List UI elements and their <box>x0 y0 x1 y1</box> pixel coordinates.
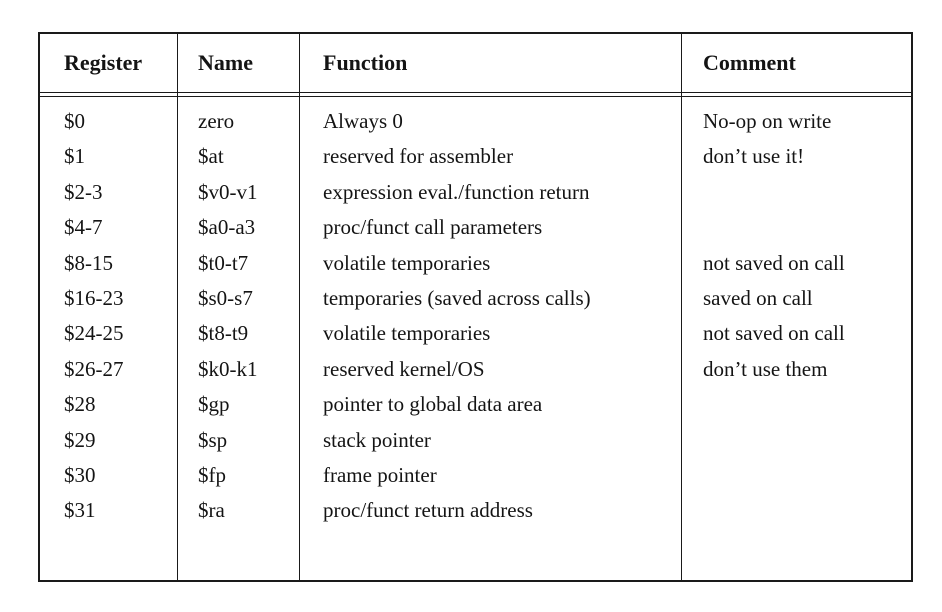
comment-cell: saved on call <box>703 285 813 310</box>
table-row: $1 $at reserved for assembler don’t use … <box>40 139 911 174</box>
comment-cell: not saved on call <box>703 321 845 346</box>
name-cell: $t8-t9 <box>198 321 249 346</box>
function-cell: proc/funct return address <box>323 498 533 523</box>
register-cell: $28 <box>64 392 96 417</box>
column-divider-1 <box>177 34 178 580</box>
register-cell: $24-25 <box>64 321 124 346</box>
register-cell: $26-27 <box>64 356 124 381</box>
table-row: $31 $ra proc/funct return address <box>40 493 911 528</box>
table-row: $30 $fp frame pointer <box>40 458 911 493</box>
header-rule-bottom <box>40 96 911 97</box>
register-cell: $8-15 <box>64 250 113 275</box>
table-row: $0 zero Always 0 No-op on write <box>40 104 911 139</box>
table-row: $16-23 $s0-s7 temporaries (saved across … <box>40 281 911 316</box>
header-rule-top <box>40 92 911 93</box>
name-cell: $gp <box>198 392 230 417</box>
register-cell: $2-3 <box>64 179 103 204</box>
header-function: Function <box>323 50 408 75</box>
register-cell: $1 <box>64 144 85 169</box>
name-cell: $s0-s7 <box>198 285 253 310</box>
name-cell: $sp <box>198 427 228 452</box>
comment-cell: don’t use them <box>703 356 828 381</box>
comment-cell: not saved on call <box>703 250 845 275</box>
name-cell: zero <box>198 109 235 133</box>
register-cell: $4-7 <box>64 215 103 240</box>
register-cell: $0 <box>64 109 85 133</box>
function-cell: Always 0 <box>323 109 403 133</box>
comment-cell: don’t use it! <box>703 144 805 169</box>
function-cell: stack pointer <box>323 427 431 452</box>
name-cell: $ra <box>198 498 225 523</box>
table-row: $28 $gp pointer to global data area <box>40 387 911 422</box>
function-cell: volatile temporaries <box>323 250 491 275</box>
function-cell: pointer to global data area <box>323 392 543 417</box>
table-row: $4-7 $a0-a3 proc/funct call parameters <box>40 210 911 245</box>
function-cell: temporaries (saved across calls) <box>323 285 591 310</box>
register-table: Register Name Function Comment $0 zero A… <box>38 32 913 582</box>
table-header-row: Register Name Function Comment <box>40 34 911 92</box>
column-divider-2 <box>299 34 300 580</box>
name-cell: $fp <box>198 462 226 487</box>
table-body: $0 zero Always 0 No-op on write $1 $at r… <box>40 104 911 529</box>
function-cell: volatile temporaries <box>323 321 491 346</box>
header-comment: Comment <box>703 50 796 75</box>
name-cell: $t0-t7 <box>198 250 249 275</box>
table-row: $8-15 $t0-t7 volatile temporaries not sa… <box>40 246 911 281</box>
comment-cell: No-op on write <box>703 109 832 133</box>
register-cell: $31 <box>64 498 96 523</box>
register-cell: $30 <box>64 462 96 487</box>
header-register: Register <box>64 50 143 75</box>
table-row: $2-3 $v0-v1 expression eval./function re… <box>40 175 911 210</box>
table-row: $29 $sp stack pointer <box>40 423 911 458</box>
function-cell: reserved for assembler <box>323 144 514 169</box>
name-cell: $a0-a3 <box>198 215 256 240</box>
function-cell: expression eval./function return <box>323 179 590 204</box>
function-cell: proc/funct call parameters <box>323 215 543 240</box>
function-cell: reserved kernel/OS <box>323 356 485 381</box>
function-cell: frame pointer <box>323 462 437 487</box>
name-cell: $k0-k1 <box>198 356 258 381</box>
table-row: $24-25 $t8-t9 volatile temporaries not s… <box>40 316 911 351</box>
table-row: $26-27 $k0-k1 reserved kernel/OS don’t u… <box>40 352 911 387</box>
column-divider-3 <box>681 34 682 580</box>
name-cell: $at <box>198 144 224 169</box>
name-cell: $v0-v1 <box>198 179 258 204</box>
register-cell: $29 <box>64 427 96 452</box>
header-name: Name <box>198 50 253 75</box>
register-cell: $16-23 <box>64 285 124 310</box>
